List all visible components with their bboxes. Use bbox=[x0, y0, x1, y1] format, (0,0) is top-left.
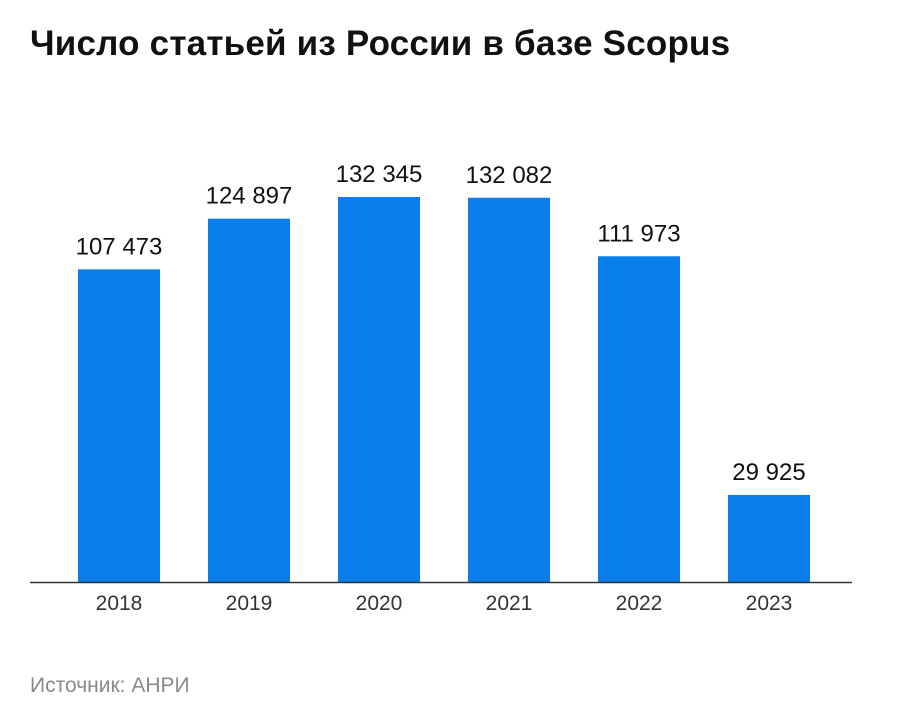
value-label-2018: 107 473 bbox=[76, 233, 163, 260]
bars-group bbox=[78, 197, 810, 583]
bar-2021 bbox=[468, 197, 550, 583]
x-tick-label-2022: 2022 bbox=[616, 592, 663, 615]
x-tick-label-2023: 2023 bbox=[746, 592, 793, 615]
bar-2022 bbox=[598, 256, 680, 582]
bar-2018 bbox=[78, 269, 160, 582]
x-tick-labels-group: 2018 2019 2020 2021 2022 2023 bbox=[96, 592, 793, 615]
value-label-2021: 132 082 bbox=[466, 162, 553, 189]
value-label-2022: 111 973 bbox=[597, 220, 680, 247]
bar-2020 bbox=[338, 197, 420, 582]
value-label-2023: 29 925 bbox=[732, 459, 805, 486]
x-tick-label-2018: 2018 bbox=[96, 592, 143, 615]
chart-title: Число статьей из России в базе Scopus bbox=[30, 24, 731, 63]
value-labels-group: 107 473 124 897 132 345 132 082 111 973 29 92… bbox=[76, 161, 806, 486]
x-tick-label-2021: 2021 bbox=[486, 592, 533, 615]
x-tick-label-2020: 2020 bbox=[356, 592, 403, 615]
bar-2019 bbox=[208, 218, 290, 583]
source-note: Источник: АНРИ bbox=[30, 674, 190, 697]
x-tick-label-2019: 2019 bbox=[226, 592, 273, 615]
value-label-2020: 132 345 bbox=[336, 161, 423, 188]
value-label-2019: 124 897 bbox=[206, 183, 293, 210]
bar-2023 bbox=[728, 494, 810, 582]
